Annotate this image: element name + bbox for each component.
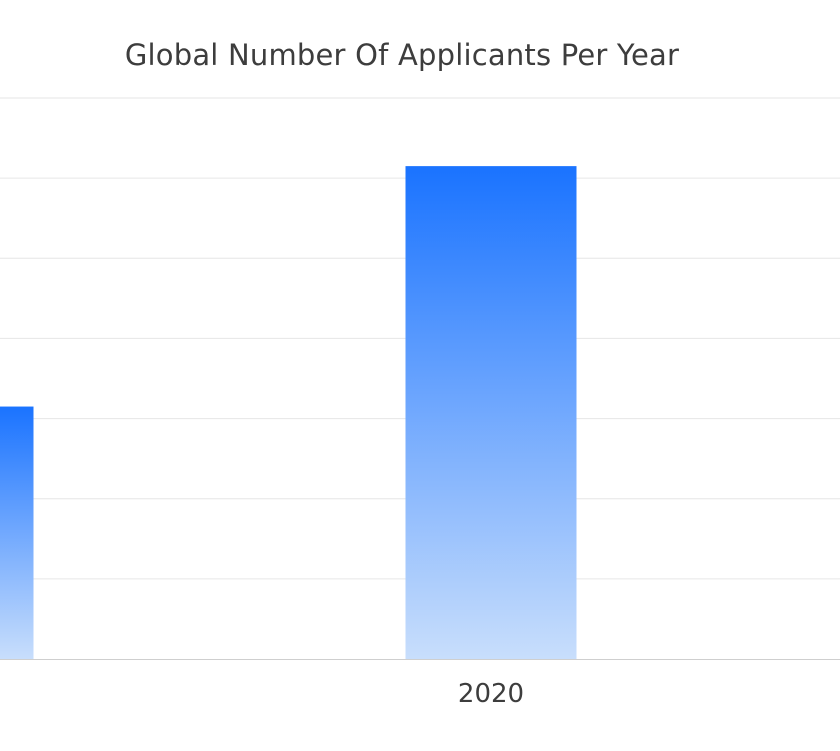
bar-partial-0	[0, 406, 34, 659]
x-tick-label: 2020	[458, 679, 524, 709]
x-tick-labels: 2020	[458, 679, 524, 709]
bars	[0, 166, 577, 659]
bar-2020	[405, 166, 577, 659]
chart-title: Global Number Of Applicants Per Year	[124, 38, 680, 72]
